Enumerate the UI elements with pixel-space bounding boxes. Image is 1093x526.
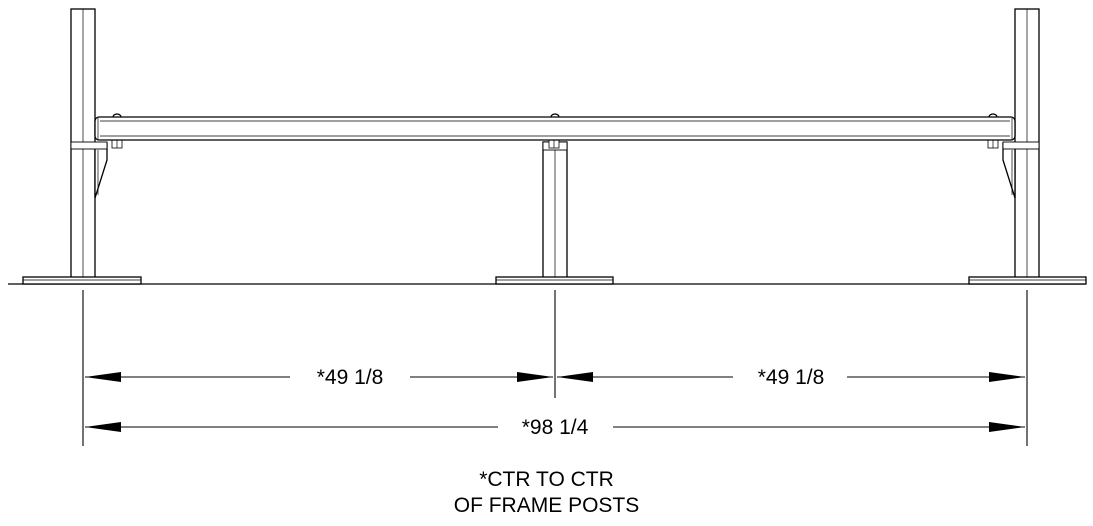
- extension-lines: [82, 290, 1028, 446]
- right-foot-plate: [968, 276, 1087, 285]
- arrowhead-left: [557, 372, 593, 382]
- arrowhead-right: [989, 422, 1025, 432]
- arrowhead-left: [85, 372, 121, 382]
- arrowhead-right: [517, 372, 553, 382]
- center-frame-post: [542, 139, 568, 280]
- note-line-2: OF FRAME POSTS: [453, 494, 640, 517]
- right-span-label: *49 1/8: [758, 366, 825, 389]
- left-frame-post: [70, 8, 123, 280]
- arrowhead-left: [85, 422, 121, 432]
- note-line-1: *CTR TO CTR: [479, 468, 614, 491]
- dimension-note: *CTR TO CTR OF FRAME POSTS: [0, 467, 1093, 519]
- left-span-label: *49 1/8: [317, 366, 384, 389]
- left-foot-plate: [22, 276, 142, 285]
- right-frame-post: [987, 8, 1040, 280]
- dimension-overall: [85, 422, 1025, 432]
- top-beam: [94, 113, 1016, 141]
- center-foot-plate: [495, 276, 614, 285]
- arrowhead-right: [989, 372, 1025, 382]
- overall-span-label: *98 1/4: [522, 416, 589, 439]
- dimension-left-span: [85, 372, 553, 382]
- dimension-right-span: [557, 372, 1025, 382]
